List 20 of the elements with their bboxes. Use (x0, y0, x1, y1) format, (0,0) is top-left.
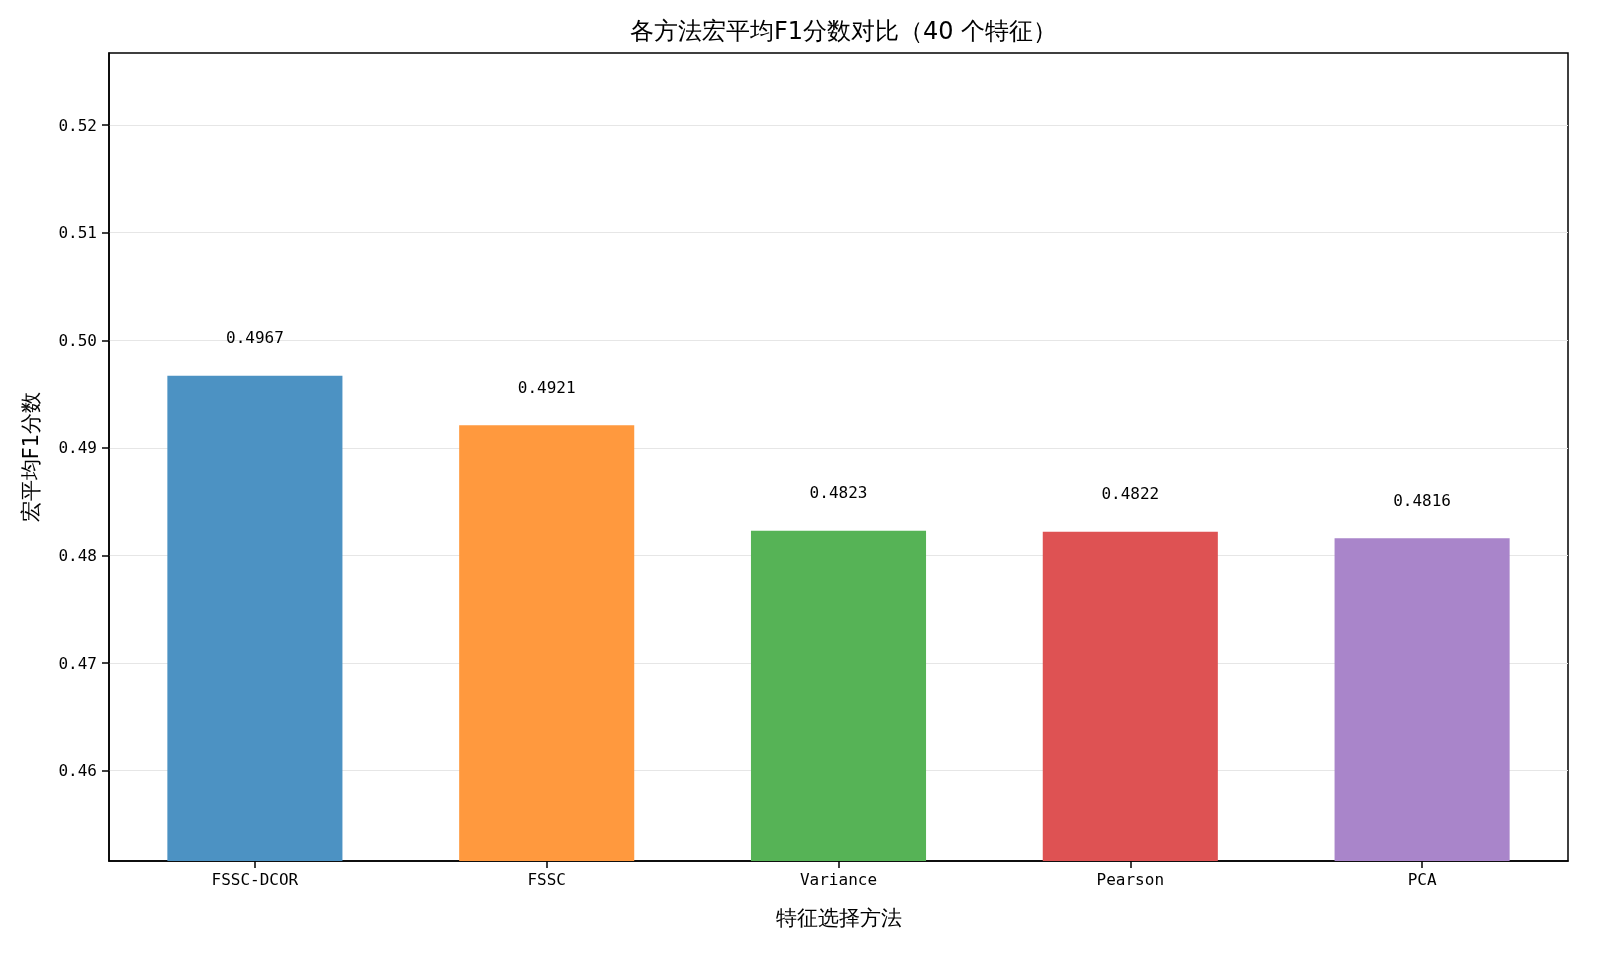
x-tick-label: FSSC-DCOR (211, 869, 299, 889)
y-axis-title: 宏平均F1分数 (18, 391, 43, 523)
y-tick-label: 0.49 (58, 438, 97, 458)
y-tick-label: 0.47 (58, 653, 97, 673)
x-tick-label: Pearson (1096, 869, 1165, 889)
x-tick-label: FSSC (527, 869, 566, 889)
data-label: 0.4823 (809, 483, 868, 503)
y-tick-label: 0.46 (58, 761, 97, 781)
data-label: 0.4967 (226, 328, 284, 348)
x-tick-label: Variance (799, 869, 878, 889)
data-label: 0.4822 (1101, 484, 1160, 504)
y-tick-label: 0.51 (58, 223, 97, 243)
chart-title: 各方法宏平均F1分数对比（40 个特征） (629, 17, 1058, 45)
x-axis-title: 特征选择方法 (775, 905, 902, 930)
data-label: 0.4816 (1393, 490, 1451, 510)
data-label: 0.4921 (517, 377, 576, 397)
x-tick-label: PCA (1407, 869, 1437, 889)
y-tick-label: 0.52 (58, 115, 97, 135)
y-tick-label: 0.50 (58, 330, 97, 350)
y-tick-label: 0.48 (58, 545, 97, 565)
